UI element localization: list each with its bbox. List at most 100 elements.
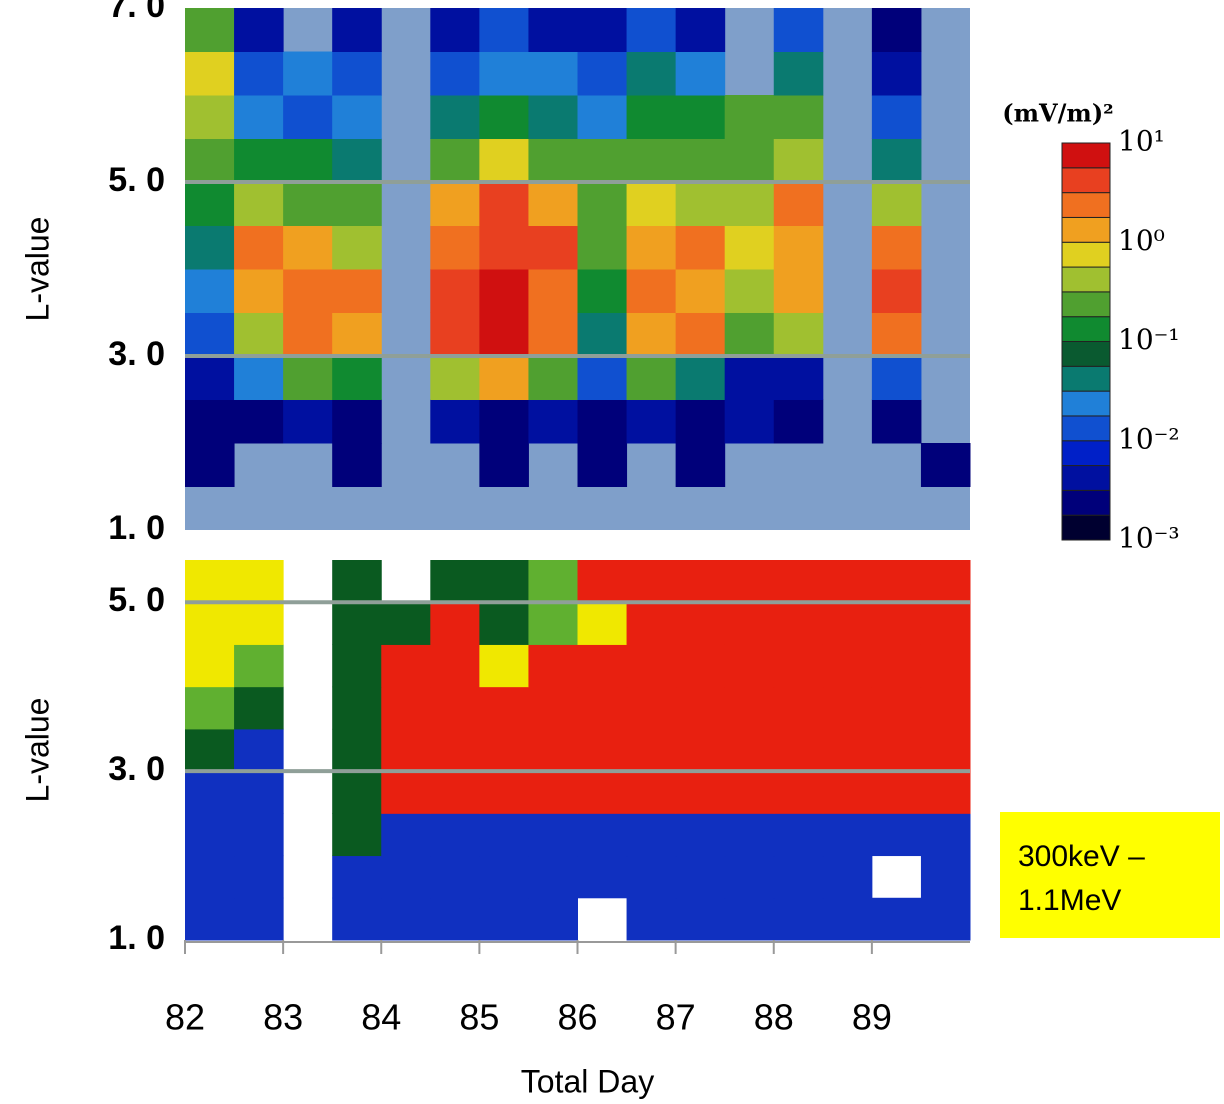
heatmap-cell	[577, 443, 628, 487]
y-axis-label: L-value	[19, 217, 55, 322]
annotation-box	[1000, 812, 1220, 938]
x-tick-label: 85	[459, 997, 499, 1038]
colorbar-segment	[1061, 192, 1111, 218]
heatmap-cell	[185, 269, 235, 313]
x-tick-label: 88	[754, 997, 794, 1038]
heatmap-cell	[626, 182, 677, 226]
heatmap-cell	[479, 225, 529, 270]
heatmap-cell	[430, 138, 480, 183]
heatmap-cell	[528, 138, 578, 183]
heatmap-cell	[871, 897, 922, 941]
heatmap-cell	[381, 644, 431, 688]
heatmap-cell	[724, 95, 775, 139]
heatmap-cell	[332, 560, 382, 603]
annotation-text: 300keV –	[1018, 840, 1145, 873]
heatmap-cell	[675, 399, 726, 444]
x-axis-label: Total Day	[521, 1063, 654, 1099]
heatmap-cell	[724, 897, 775, 941]
heatmap-cell	[332, 51, 382, 96]
heatmap-cell	[479, 269, 529, 313]
heatmap-cell	[430, 813, 480, 857]
heatmap-cell	[283, 399, 333, 444]
heatmap-cell	[234, 644, 284, 688]
heatmap-cell	[626, 312, 677, 357]
heatmap-cell	[185, 855, 235, 899]
heatmap-cell	[479, 312, 529, 357]
heatmap-cell	[871, 51, 922, 96]
heatmap-cell	[675, 312, 726, 357]
heatmap-cell	[871, 269, 922, 313]
heatmap-cell	[430, 560, 480, 603]
heatmap-cell	[577, 602, 628, 645]
heatmap-cell	[479, 51, 529, 96]
x-tick-label: 82	[165, 997, 205, 1038]
colorbar-segment	[1061, 489, 1111, 516]
heatmap-cell	[381, 686, 431, 730]
heatmap-cell	[528, 269, 578, 313]
heatmap-cell	[332, 644, 382, 688]
colorbar-tick-label: 10⁻²	[1118, 422, 1180, 455]
heatmap-cell	[185, 443, 235, 487]
heatmap-cell	[675, 8, 726, 52]
heatmap-cell	[626, 771, 677, 814]
heatmap-cell	[577, 312, 628, 357]
heatmap-cell	[283, 269, 333, 313]
heatmap-cell	[675, 686, 726, 730]
heatmap-cell	[283, 225, 333, 270]
colorbar-segment	[1061, 142, 1111, 169]
heatmap-cell	[234, 728, 284, 772]
colorbar-segment	[1061, 440, 1111, 467]
heatmap-cell	[185, 560, 235, 603]
heatmap-cell	[773, 269, 824, 313]
heatmap-cell	[332, 399, 382, 444]
heatmap-cell	[675, 225, 726, 270]
heatmap-cell	[381, 771, 431, 814]
heatmap-cell	[430, 8, 480, 52]
heatmap-cell	[871, 182, 922, 226]
heatmap-cell	[528, 897, 578, 941]
heatmap-cell	[577, 686, 628, 730]
heatmap-cell	[479, 138, 529, 183]
heatmap-cell	[871, 95, 922, 139]
heatmap-cell	[234, 225, 284, 270]
heatmap-cell	[185, 399, 235, 444]
heatmap-cell	[234, 8, 284, 52]
heatmap-cell	[675, 644, 726, 688]
heatmap-cell	[234, 602, 284, 645]
heatmap-cell	[724, 813, 775, 857]
heatmap-cell	[577, 399, 628, 444]
heatmap-cell	[430, 855, 480, 899]
heatmap-cell	[577, 51, 628, 96]
heatmap-cell	[479, 443, 529, 487]
heatmap-cell	[920, 644, 971, 688]
x-tick-label: 87	[656, 997, 696, 1038]
heatmap-cell	[577, 771, 628, 814]
heatmap-cell	[332, 8, 382, 52]
heatmap-cell	[577, 728, 628, 772]
heatmap-cell	[430, 182, 480, 226]
y-axis-label: L-value	[19, 698, 55, 803]
heatmap-cell	[479, 771, 529, 814]
heatmap-cell	[479, 356, 529, 400]
heatmap-cell	[773, 897, 824, 941]
heatmap-cell	[871, 225, 922, 270]
heatmap-cell	[724, 269, 775, 313]
heatmap-cell	[185, 312, 235, 357]
heatmap-cell	[871, 771, 922, 814]
heatmap-cell	[871, 356, 922, 400]
heatmap-cell	[773, 686, 824, 730]
heatmap-cell	[675, 356, 726, 400]
heatmap-cell	[871, 728, 922, 772]
heatmap-cell	[479, 728, 529, 772]
heatmap-cell	[234, 356, 284, 400]
heatmap-cell	[479, 399, 529, 444]
heatmap-cell	[577, 95, 628, 139]
heatmap-cell	[528, 813, 578, 857]
heatmap-cell	[185, 897, 235, 941]
heatmap-cell	[773, 8, 824, 52]
y-tick-label: 7. 0	[108, 0, 165, 25]
heatmap-cell	[871, 138, 922, 183]
colorbar-tick-label: 10⁻¹	[1118, 323, 1180, 356]
heatmap-cell	[528, 602, 578, 645]
heatmap-cell	[675, 138, 726, 183]
